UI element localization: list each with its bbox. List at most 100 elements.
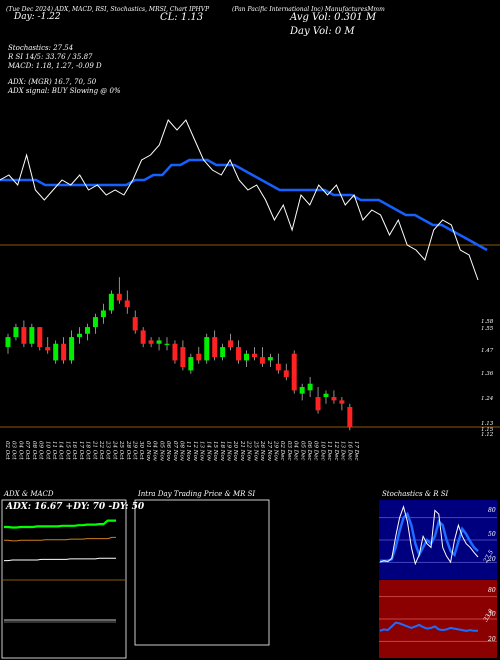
- candlestick-chart: [5, 277, 353, 431]
- date-axis-label: 16 Dec: [346, 441, 352, 461]
- date-axis-label: 17 Oct: [78, 441, 84, 460]
- candle-down: [140, 330, 146, 344]
- date-axis-label: 09 Dec: [313, 441, 319, 461]
- candle-up: [5, 337, 11, 348]
- price-axis-label: 1.47: [481, 348, 494, 354]
- price-axis-label: 1.12: [481, 432, 494, 438]
- date-axis-label: 25 Oct: [118, 440, 124, 460]
- date-axis-label: 30 Oct: [138, 441, 144, 460]
- adx-line: [4, 557, 116, 562]
- candle-down: [37, 327, 43, 348]
- date-axis-label: 10 Oct: [44, 441, 50, 460]
- price-axis: 1.581.55 1.47 1.36 1.24 1.131.151.12: [481, 319, 494, 438]
- price-axis-label: 1.36: [481, 371, 494, 377]
- date-axis-label: 22 Nov: [246, 440, 252, 462]
- rsi-tick-50: 50: [488, 611, 496, 618]
- date-axis-label: 16 Oct: [71, 441, 77, 460]
- date-axis-label: 03 Oct: [11, 441, 17, 460]
- date-axis-label: 08 Nov: [179, 441, 185, 462]
- date-axis-label: 12 Nov: [192, 441, 198, 462]
- candle-down: [132, 317, 138, 331]
- average-volume-label: Avg Vol: 0.301 M: [290, 12, 377, 23]
- date-axis-label: 02 Oct: [4, 441, 10, 460]
- date-axis-label: 11 Nov: [185, 441, 191, 462]
- day-change-label: Day: -1.22: [14, 12, 61, 22]
- stoch-tick-20: 20: [488, 556, 496, 563]
- date-axis-label: 03 Dec: [286, 441, 292, 461]
- date-axis-label: 07 Nov: [172, 441, 178, 462]
- date-axis-label: 12 Dec: [333, 441, 339, 461]
- candle-up: [267, 357, 273, 361]
- date-axis-label: 04 Oct: [17, 441, 23, 460]
- candle-down: [251, 353, 257, 358]
- date-axis-label: 04 Dec: [293, 441, 299, 461]
- candle-down: [148, 340, 154, 344]
- adx-readout: ADX: (MGR) 16.7, 70, 50: [8, 78, 97, 86]
- date-axis-label: 01 Nov: [145, 441, 151, 462]
- candle-down: [275, 363, 281, 371]
- adx-panel-frame: [1, 499, 127, 659]
- candle-down: [116, 293, 122, 301]
- candle-down: [124, 300, 130, 308]
- price-axis-label: 1.24: [481, 396, 494, 402]
- date-axis-label: 15 Oct: [64, 441, 70, 460]
- date-axis-label: 21 Nov: [239, 440, 245, 462]
- rsi-line: [379, 621, 478, 632]
- candle-down: [180, 347, 186, 368]
- stochastics-lines: [379, 504, 497, 566]
- candle-up: [204, 337, 210, 361]
- stochastics-panel-title: Stochastics & R SI: [382, 490, 449, 498]
- adx-panel-title: ADX & MACD: [4, 490, 54, 498]
- rsi-tick-80: 80: [488, 587, 496, 594]
- date-axis-label: 05 Nov: [158, 441, 164, 462]
- candle-down: [315, 397, 321, 411]
- date-axis-label: 26 Nov: [259, 440, 265, 462]
- stoch-tick-80: 80: [488, 507, 496, 514]
- candle-up: [156, 340, 162, 344]
- macd-readout: MACD: 1.18, 1.27, -0.09 D: [8, 62, 102, 70]
- candle-down: [172, 343, 178, 361]
- candle-down: [236, 347, 242, 361]
- day-volume-label: Day Vol: 0 M: [290, 26, 355, 37]
- candle-up: [164, 343, 170, 345]
- price-axis-label: 1.55: [481, 326, 494, 332]
- date-axis-label: 27 Nov: [266, 440, 272, 462]
- date-axis-label: 22 Oct: [98, 440, 104, 460]
- header-line: (Tue Dec 2024) ADX, MACD, RSI, Stochasti…: [6, 6, 210, 13]
- date-axis-label: 25 Nov: [252, 440, 258, 462]
- rsi-line: [379, 596, 497, 642]
- date-axis-label: 23 Oct: [105, 440, 111, 460]
- candle-up: [188, 357, 194, 371]
- candle-down: [45, 347, 51, 351]
- date-axis-label: 21 Oct: [91, 440, 97, 460]
- candle-up: [100, 310, 106, 318]
- date-axis-label: 29 Nov: [273, 440, 279, 462]
- candle-down: [331, 397, 337, 401]
- candle-down: [291, 353, 297, 391]
- candle-down: [283, 370, 289, 378]
- date-axis: 02 Oct 03 Oct 04 Oct 07 Oct 08 Oct 09 Oct 10 O…: [4, 440, 359, 462]
- candle-down: [347, 407, 353, 427]
- date-axis-label: 11 Dec: [326, 441, 332, 461]
- date-axis-label: 14 Oct: [58, 441, 64, 460]
- minus-dy-line: [4, 536, 116, 542]
- candle-up: [69, 337, 75, 361]
- date-axis-label: 04 Nov: [152, 441, 158, 462]
- candle-up: [53, 343, 59, 361]
- candle-down: [212, 337, 218, 358]
- adx-panel-values: ADX: 16.67 +DY: 70 -DY: 50: [6, 502, 145, 512]
- candle-up: [108, 293, 114, 311]
- candle-down: [339, 400, 345, 404]
- candle-up: [29, 327, 35, 344]
- stochastics-readout: Stochastics: 27.54: [8, 44, 74, 52]
- stoch-tick-50: 50: [488, 531, 496, 538]
- intraday-panel-frame: [134, 499, 270, 646]
- date-axis-label: 10 Dec: [319, 441, 325, 461]
- company-name: (Pan Pacific International Inc) Manufact…: [232, 6, 385, 13]
- stoch-d-line: [380, 511, 479, 562]
- moving-average-line: [0, 158, 488, 252]
- candle-up: [92, 317, 98, 328]
- date-axis-label: 13 Dec: [340, 441, 346, 461]
- date-axis-label: 20 Nov: [232, 440, 238, 462]
